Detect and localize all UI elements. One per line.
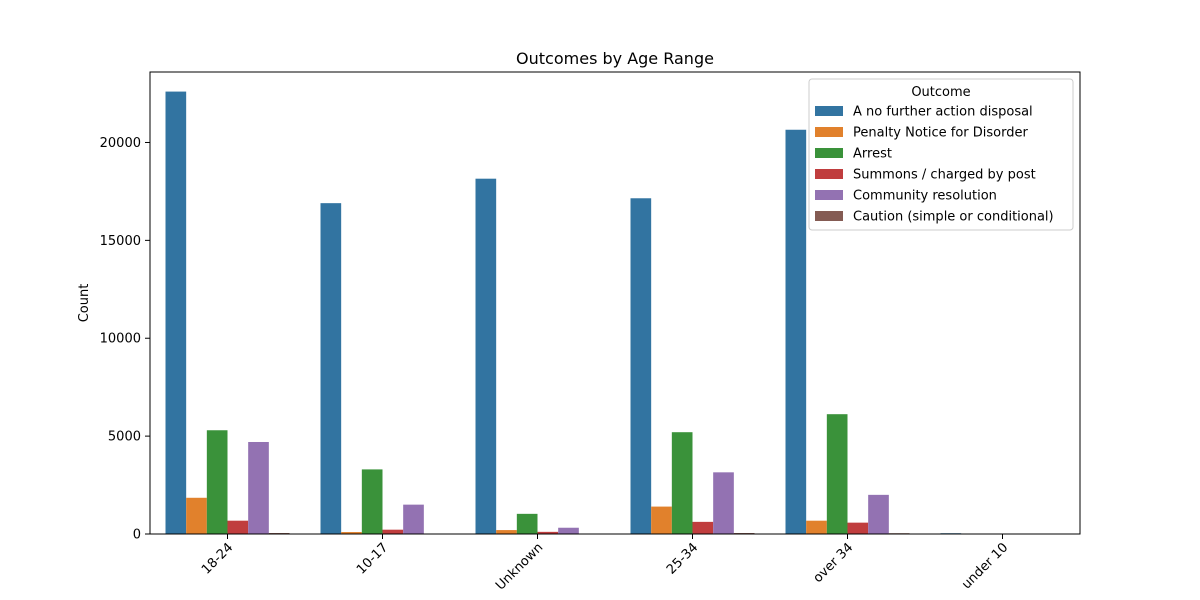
legend-swatch xyxy=(815,211,843,221)
bar xyxy=(847,522,869,534)
bar xyxy=(320,203,342,534)
bar xyxy=(341,532,362,534)
bar xyxy=(651,506,672,534)
bar xyxy=(713,472,734,534)
x-axis: 18-24 10-17 Unknown 25-34 over 34 under 10 xyxy=(199,534,1011,594)
bar xyxy=(361,469,383,534)
legend-title: Outcome xyxy=(911,85,970,100)
bar xyxy=(382,529,404,534)
legend-swatch xyxy=(815,169,843,179)
y-tick-label: 10000 xyxy=(100,332,141,347)
x-tick-label: 18-24 xyxy=(199,540,236,577)
x-tick-label: 10-17 xyxy=(354,540,391,577)
bar xyxy=(248,441,269,534)
legend-items: A no further action disposal Penalty Noti… xyxy=(815,105,1054,225)
x-tick-label: under 10 xyxy=(959,540,1011,592)
bar xyxy=(475,178,497,534)
bar xyxy=(671,432,693,534)
bar xyxy=(496,530,517,534)
bar xyxy=(868,494,889,534)
y-tick-label: 5000 xyxy=(108,430,141,445)
bar xyxy=(206,430,228,534)
chart-title: Outcomes by Age Range xyxy=(516,49,714,68)
y-tick-label: 20000 xyxy=(100,136,141,151)
legend-label: A no further action disposal xyxy=(853,105,1033,120)
bar xyxy=(227,520,249,534)
legend-label: Community resolution xyxy=(853,189,997,204)
legend-label: Arrest xyxy=(853,147,892,162)
bar xyxy=(403,504,424,534)
bar xyxy=(186,497,207,534)
y-axis: 0 5000 10000 15000 20000 xyxy=(100,136,150,543)
legend-swatch xyxy=(815,190,843,200)
legend-swatch xyxy=(815,106,843,116)
bar xyxy=(826,414,848,534)
legend-label: Caution (simple or conditional) xyxy=(853,210,1054,225)
y-tick-label: 0 xyxy=(133,528,141,543)
bar xyxy=(785,129,807,534)
y-tick-label: 15000 xyxy=(100,234,141,249)
legend-swatch xyxy=(815,127,843,137)
x-tick-label: Unknown xyxy=(493,540,546,593)
bar xyxy=(537,531,559,534)
x-tick-label: over 34 xyxy=(811,540,857,586)
legend-label: Summons / charged by post xyxy=(853,168,1036,183)
plot-frame xyxy=(149,71,1081,535)
bar xyxy=(165,91,187,534)
y-axis-label: Count xyxy=(77,284,92,323)
legend-label: Penalty Notice for Disorder xyxy=(853,126,1029,141)
bar xyxy=(630,198,652,534)
bar xyxy=(558,527,579,534)
legend-box xyxy=(808,78,1074,231)
legend-swatch xyxy=(815,148,843,158)
bar xyxy=(692,521,714,534)
bars-group xyxy=(165,91,962,534)
legend: Outcome A no further action disposal Pena… xyxy=(808,78,1074,231)
bar xyxy=(806,520,827,534)
x-tick-label: 25-34 xyxy=(664,540,701,577)
bar xyxy=(516,513,538,534)
